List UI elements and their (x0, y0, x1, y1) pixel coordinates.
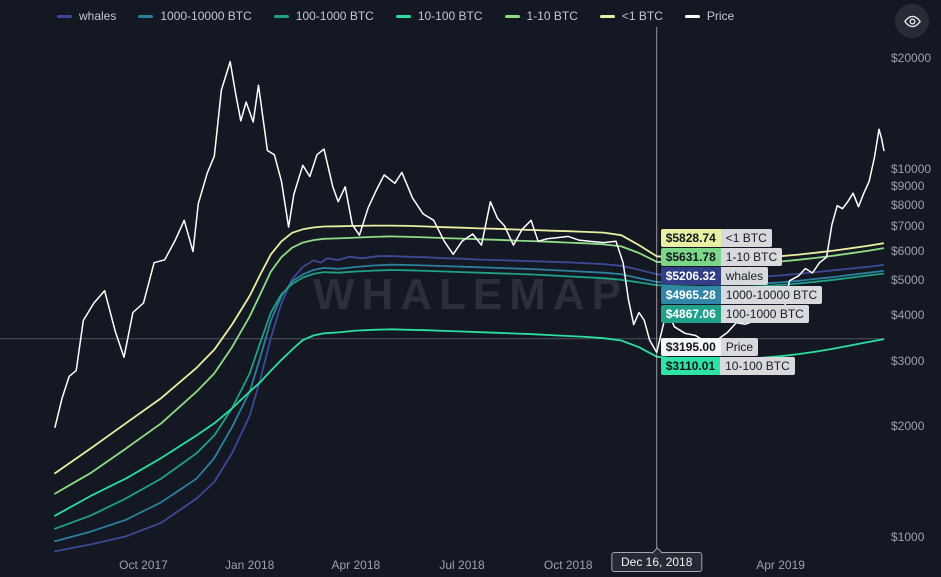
crosshair-value-chip: $4867.06 (660, 305, 721, 323)
crosshair-value-chip: $5206.32 (660, 267, 721, 285)
legend-swatch-icon (57, 14, 72, 18)
legend-item-label: Price (706, 9, 735, 23)
y-axis-label: $5000 (891, 272, 925, 287)
crosshair-series-chip: <1 BTC (720, 229, 772, 247)
crosshair-value-chip: $3110.01 (660, 357, 721, 375)
crosshair-value-chip: $5828.74 (660, 229, 721, 247)
crosshair-series-chip: whales (720, 267, 769, 285)
legend-item-lt-1-btc[interactable]: <1 BTC (599, 9, 663, 23)
crosshair-value-chip: $4965.28 (660, 286, 721, 304)
crosshair-value-chip: $5631.78 (660, 248, 721, 266)
crosshair-tooltip-row: $3195.00 Price (660, 338, 759, 356)
legend-item-whales[interactable]: whales (57, 9, 116, 23)
x-axis-label: Jul 2018 (439, 558, 485, 572)
legend-item-price[interactable]: Price (684, 9, 735, 23)
legend-swatch-icon (395, 14, 411, 18)
x-axis-label: Apr 2018 (331, 558, 381, 572)
x-axis-label: Oct 2018 (543, 558, 593, 572)
y-axis-label: $9000 (891, 178, 925, 193)
crosshair-date-label: Dec 16, 2018 (621, 555, 693, 569)
legend-item-10-100-btc[interactable]: 10-100 BTC (395, 9, 483, 23)
y-axis-label: $1000 (891, 530, 925, 544)
legend-item-label: whales (79, 9, 117, 23)
crosshair-series-chip: 10-100 BTC (720, 357, 795, 375)
crosshair-series-chip: 1000-10000 BTC (720, 286, 823, 304)
y-axis-label: $4000 (891, 308, 925, 323)
x-axis-label: Oct 2017 (119, 558, 168, 572)
y-axis-label: $8000 (891, 197, 925, 212)
legend-item-label: 1000-10000 BTC (160, 9, 252, 23)
crosshair-date-tooltip: Dec 16, 2018 (611, 552, 703, 572)
y-axis-label: $20000 (891, 51, 932, 66)
crosshair-tooltip-row: $4867.06 100-1000 BTC (660, 305, 809, 323)
legend-swatch-icon (273, 14, 289, 18)
y-axis-label: $2000 (891, 419, 925, 434)
y-axis-label: $6000 (891, 243, 925, 258)
eye-icon (903, 15, 921, 27)
crosshair-series-chip: 1-10 BTC (720, 248, 783, 266)
y-axis-label: $3000 (891, 354, 925, 369)
legend-item-label: <1 BTC (621, 9, 663, 23)
legend-item-label: 10-100 BTC (417, 9, 483, 23)
legend-swatch-icon (504, 14, 520, 18)
crosshair-tooltip-row: $5631.78 1-10 BTC (660, 248, 783, 266)
x-axis-label: Apr 2019 (756, 558, 805, 572)
visibility-toggle-button[interactable] (895, 4, 929, 38)
crosshair-series-chip: Price (720, 338, 759, 356)
y-axis-label: $7000 (891, 219, 925, 233)
crosshair-tooltip-row: $4965.28 1000-10000 BTC (660, 286, 823, 304)
crosshair-tooltip-row: $3110.01 10-100 BTC (660, 357, 795, 375)
y-axis-label: $10000 (891, 162, 932, 176)
crosshair-value-chip: $3195.00 (660, 338, 721, 356)
x-axis-label: Jan 2018 (224, 558, 275, 572)
legend-item-1000-10000-btc[interactable]: 1000-10000 BTC (138, 9, 252, 23)
legend-item-label: 1-10 BTC (526, 9, 578, 23)
legend-swatch-icon (138, 14, 154, 18)
crosshair-tooltip-row: $5206.32 whales (660, 267, 769, 285)
crosshair-series-chip: 100-1000 BTC (720, 305, 809, 323)
legend-item-100-1000-btc[interactable]: 100-1000 BTC (273, 9, 374, 23)
legend-item-label: 100-1000 BTC (295, 9, 374, 23)
legend-swatch-icon (599, 14, 615, 18)
crosshair-tooltip-row: $5828.74 <1 BTC (660, 229, 772, 247)
legend: whales 1000-10000 BTC 100-1000 BTC 10-100 B… (57, 9, 734, 23)
legend-item-1-10-btc[interactable]: 1-10 BTC (504, 9, 578, 23)
legend-swatch-icon (684, 14, 700, 18)
